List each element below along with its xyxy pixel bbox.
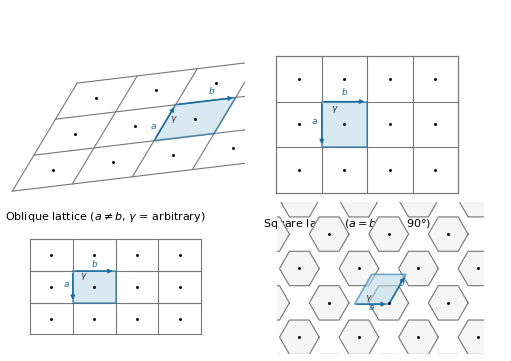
Polygon shape (428, 217, 468, 251)
Polygon shape (339, 251, 379, 286)
Polygon shape (250, 217, 289, 251)
Bar (322, 101, 367, 147)
Polygon shape (369, 286, 408, 320)
Polygon shape (339, 183, 379, 217)
Polygon shape (220, 183, 260, 217)
Polygon shape (458, 251, 498, 286)
Polygon shape (355, 274, 406, 304)
Text: b: b (398, 279, 404, 288)
Polygon shape (428, 286, 468, 320)
Polygon shape (399, 320, 438, 355)
Polygon shape (369, 217, 408, 251)
Text: b: b (91, 260, 97, 269)
Polygon shape (309, 286, 349, 320)
Text: $\gamma$: $\gamma$ (331, 104, 339, 115)
Text: a: a (64, 280, 69, 289)
Text: Rectangular lattice ($a \neq b$, $\gamma$ = 90°): Rectangular lattice ($a \neq b$, $\gamma… (22, 360, 218, 361)
Polygon shape (250, 286, 289, 320)
Polygon shape (309, 217, 349, 251)
Polygon shape (280, 320, 319, 355)
Polygon shape (399, 183, 438, 217)
Text: b: b (209, 87, 215, 96)
Polygon shape (369, 355, 408, 361)
Polygon shape (220, 320, 260, 355)
Polygon shape (458, 183, 498, 217)
Polygon shape (154, 97, 236, 141)
Polygon shape (309, 355, 349, 361)
Polygon shape (428, 355, 468, 361)
Polygon shape (488, 217, 511, 251)
Polygon shape (488, 355, 511, 361)
Polygon shape (399, 251, 438, 286)
Text: Square lattice ($a = b$, $\gamma$ = 90°): Square lattice ($a = b$, $\gamma$ = 90°) (263, 217, 431, 231)
Text: Oblique lattice ($a \neq b$, $\gamma$ = arbitrary): Oblique lattice ($a \neq b$, $\gamma$ = … (5, 210, 205, 224)
Polygon shape (280, 183, 319, 217)
Polygon shape (339, 320, 379, 355)
Text: $\gamma$: $\gamma$ (365, 293, 373, 304)
Polygon shape (458, 320, 498, 355)
Text: a: a (312, 117, 317, 126)
Text: a: a (369, 303, 375, 312)
Polygon shape (220, 251, 260, 286)
Text: Hexagonal lattice ($a = b$, $\gamma$ = 120°): Hexagonal lattice ($a = b$, $\gamma$ = 1… (277, 360, 473, 361)
Polygon shape (250, 355, 289, 361)
Polygon shape (488, 286, 511, 320)
Polygon shape (280, 251, 319, 286)
Text: $\gamma$: $\gamma$ (170, 114, 178, 125)
Bar (73, 271, 115, 303)
Text: a: a (151, 122, 156, 131)
Text: b: b (341, 88, 347, 97)
Text: $\gamma$: $\gamma$ (80, 271, 87, 282)
